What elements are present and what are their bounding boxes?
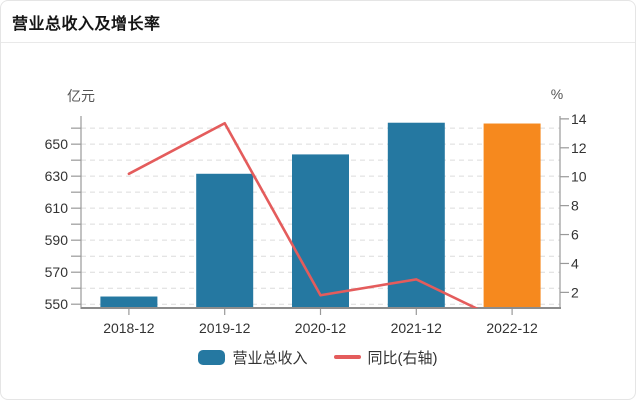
- left-axis-unit-label: 亿元: [67, 88, 95, 104]
- card-header: 营业总收入及增长率: [1, 1, 635, 43]
- right-axis-tick-label: 12: [571, 140, 587, 156]
- left-axis-tick-label: 550: [45, 296, 69, 312]
- bar-2018-12[interactable]: [100, 296, 158, 308]
- left-axis-tick-label: 590: [45, 232, 69, 248]
- right-axis-tick-label: 2: [571, 284, 579, 300]
- x-axis-tick-label: 2019-12: [199, 320, 251, 336]
- left-axis-tick-label: 630: [45, 168, 69, 184]
- bar-2021-12[interactable]: [387, 122, 445, 308]
- right-axis-tick-label: 6: [571, 227, 579, 243]
- legend-label: 营业总收入: [232, 349, 308, 367]
- right-axis-tick-label: 8: [571, 198, 579, 214]
- left-axis-tick-label: 650: [45, 136, 69, 152]
- legend-item-revenue[interactable]: 营业总收入: [198, 347, 308, 368]
- bar-2022-12[interactable]: [483, 123, 541, 308]
- legend-label: 同比(右轴): [367, 349, 438, 367]
- right-axis-tick-label: 10: [571, 169, 587, 185]
- line-series-swatch-icon: [333, 355, 361, 359]
- right-axis-tick-label: 14: [571, 111, 587, 127]
- bar-series-swatch-icon: [198, 349, 226, 365]
- left-axis-tick-label: 570: [45, 264, 69, 280]
- right-axis-tick-label: 4: [571, 255, 579, 271]
- legend-item-yoy[interactable]: 同比(右轴): [333, 347, 438, 368]
- x-axis-tick-label: 2021-12: [391, 320, 443, 336]
- yoy-line[interactable]: [127, 121, 512, 325]
- x-axis-tick-label: 2020-12: [295, 320, 347, 336]
- x-axis-tick-label: 2022-12: [486, 320, 538, 336]
- chart-title: 营业总收入及增长率: [12, 15, 161, 33]
- right-axis-unit-label: %: [550, 86, 564, 102]
- x-axis-tick-label: 2018-12: [103, 320, 155, 336]
- chart-legend: 营业总收入 同比(右轴): [1, 345, 635, 369]
- bar-2020-12[interactable]: [292, 154, 349, 308]
- bar-2019-12[interactable]: [196, 173, 254, 308]
- left-axis-tick-label: 610: [45, 200, 69, 216]
